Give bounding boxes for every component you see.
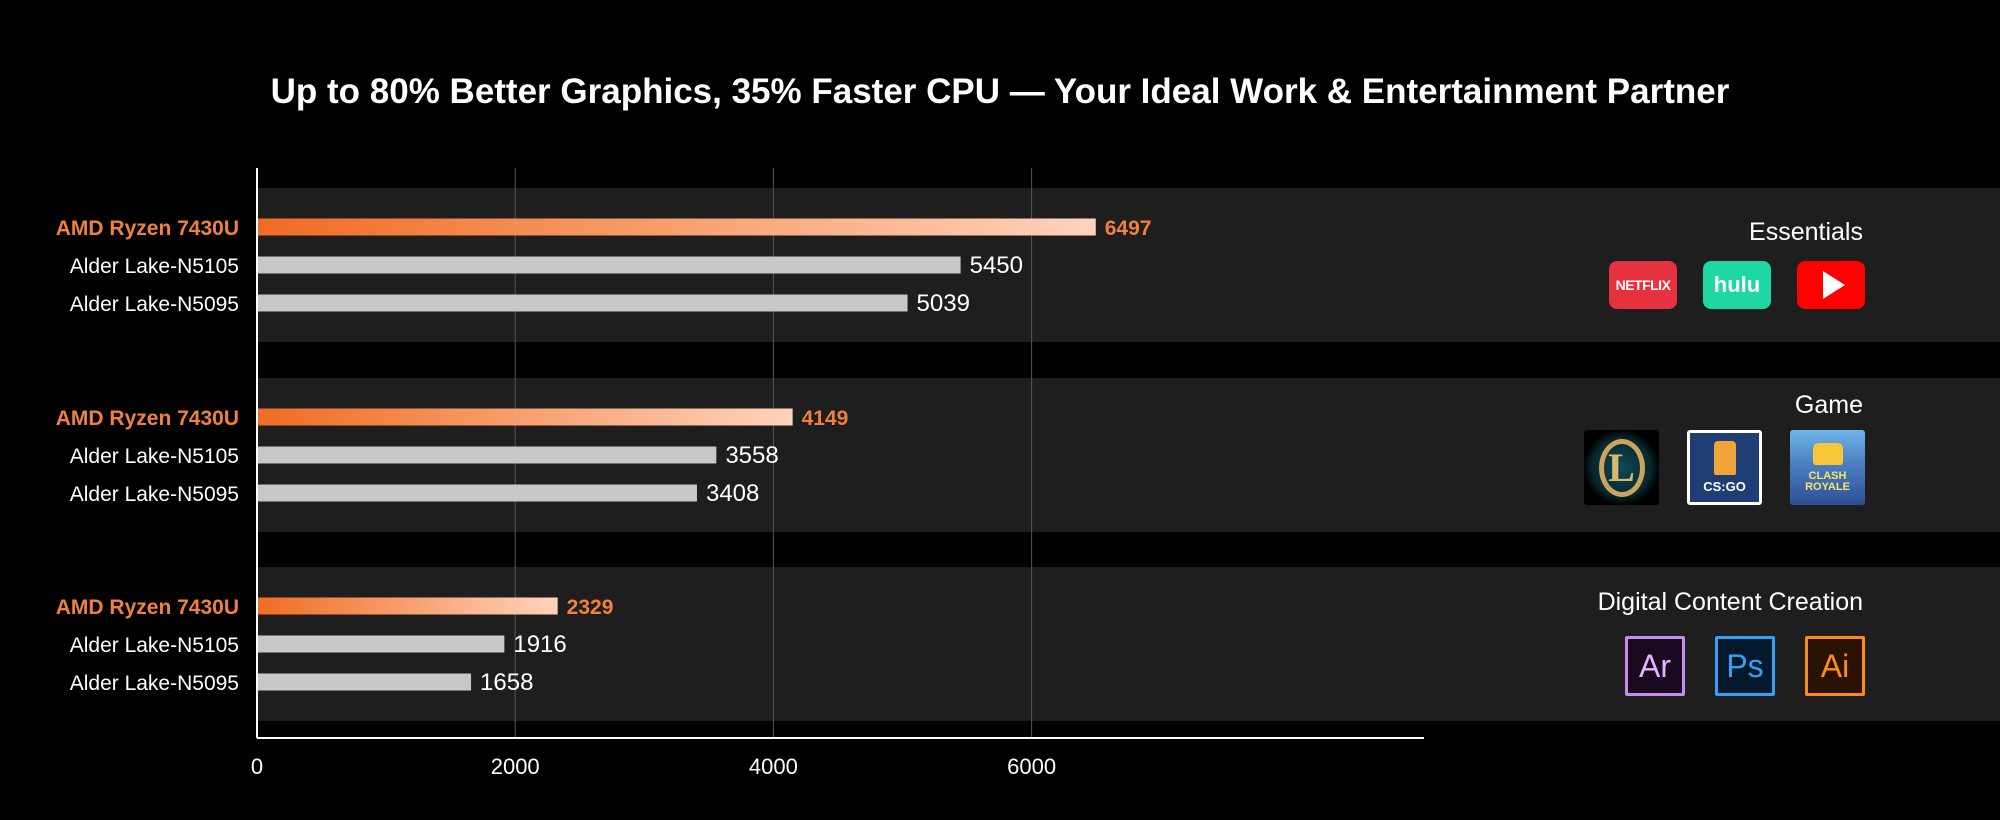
- adobe-photoshop-icon: Ps: [1715, 636, 1775, 696]
- csgo-figure-icon: [1713, 441, 1736, 475]
- group-title-game: Game: [1794, 391, 1863, 419]
- bar-category-label: AMD Ryzen 7430U: [56, 217, 239, 240]
- bar-value-label: 1916: [513, 631, 566, 658]
- bar-value-label: 6497: [1105, 217, 1152, 240]
- hulu-icon: hulu: [1703, 261, 1771, 309]
- bar: [257, 256, 961, 274]
- bar-category-label: Alder Lake-N5095: [70, 672, 239, 695]
- adobe-aero-icon: Ar: [1625, 636, 1685, 696]
- crown-icon: [1812, 442, 1843, 465]
- adobe-illustrator-icon: Ai: [1805, 636, 1865, 696]
- clash-royale-label: CLASH ROYALE: [1805, 469, 1850, 493]
- play-icon: [1823, 271, 1845, 299]
- bar-category-label: Alder Lake-N5105: [70, 445, 239, 468]
- bar-value-label: 2329: [567, 596, 614, 619]
- essentials-icon-row: NETFLIX hulu: [1609, 261, 1865, 309]
- bar-category-label: Alder Lake-N5105: [70, 634, 239, 657]
- bar-category-label: AMD Ryzen 7430U: [56, 596, 239, 619]
- creation-icon-row: Ar Ps Ai: [1625, 636, 1865, 696]
- group-title-digital-content-creation: Digital Content Creation: [1597, 588, 1863, 616]
- game-icon-row: L CS:GO CLASH ROYALE: [1584, 430, 1865, 505]
- bar-value-label: 5450: [970, 252, 1023, 279]
- league-of-legends-icon: L: [1584, 430, 1659, 505]
- x-tick-label: 0: [251, 754, 263, 779]
- bar-value-label: 1658: [480, 669, 533, 696]
- bar-category-label: Alder Lake-N5105: [70, 255, 239, 278]
- bar-category-label: Alder Lake-N5095: [70, 483, 239, 506]
- csgo-label: CS:GO: [1703, 479, 1746, 494]
- csgo-icon: CS:GO: [1687, 430, 1762, 505]
- bar: [257, 446, 717, 464]
- bar: [257, 484, 697, 502]
- x-tick-label: 4000: [749, 754, 798, 779]
- bar-value-label: 5039: [917, 290, 970, 317]
- bar: [257, 218, 1096, 236]
- bar: [257, 673, 472, 691]
- clash-royale-icon: CLASH ROYALE: [1790, 430, 1865, 505]
- bar: [257, 294, 908, 312]
- bar-value-label: 4149: [802, 407, 849, 430]
- netflix-icon: NETFLIX: [1609, 261, 1677, 309]
- group-title-essentials: Essentials: [1749, 218, 1863, 246]
- x-tick-label: 2000: [491, 754, 540, 779]
- league-of-legends-logo: L: [1598, 438, 1645, 497]
- x-tick-label: 6000: [1007, 754, 1056, 779]
- youtube-icon: [1797, 261, 1865, 309]
- bar-category-label: Alder Lake-N5095: [70, 293, 239, 316]
- bar-value-label: 3558: [725, 442, 778, 469]
- bar: [257, 597, 558, 615]
- bar-category-label: AMD Ryzen 7430U: [56, 407, 239, 430]
- bar: [257, 408, 793, 426]
- bar-value-label: 3408: [706, 480, 759, 507]
- bar: [257, 635, 505, 653]
- chart-title: Up to 80% Better Graphics, 35% Faster CP…: [270, 72, 1730, 111]
- group-panel: [257, 567, 2000, 721]
